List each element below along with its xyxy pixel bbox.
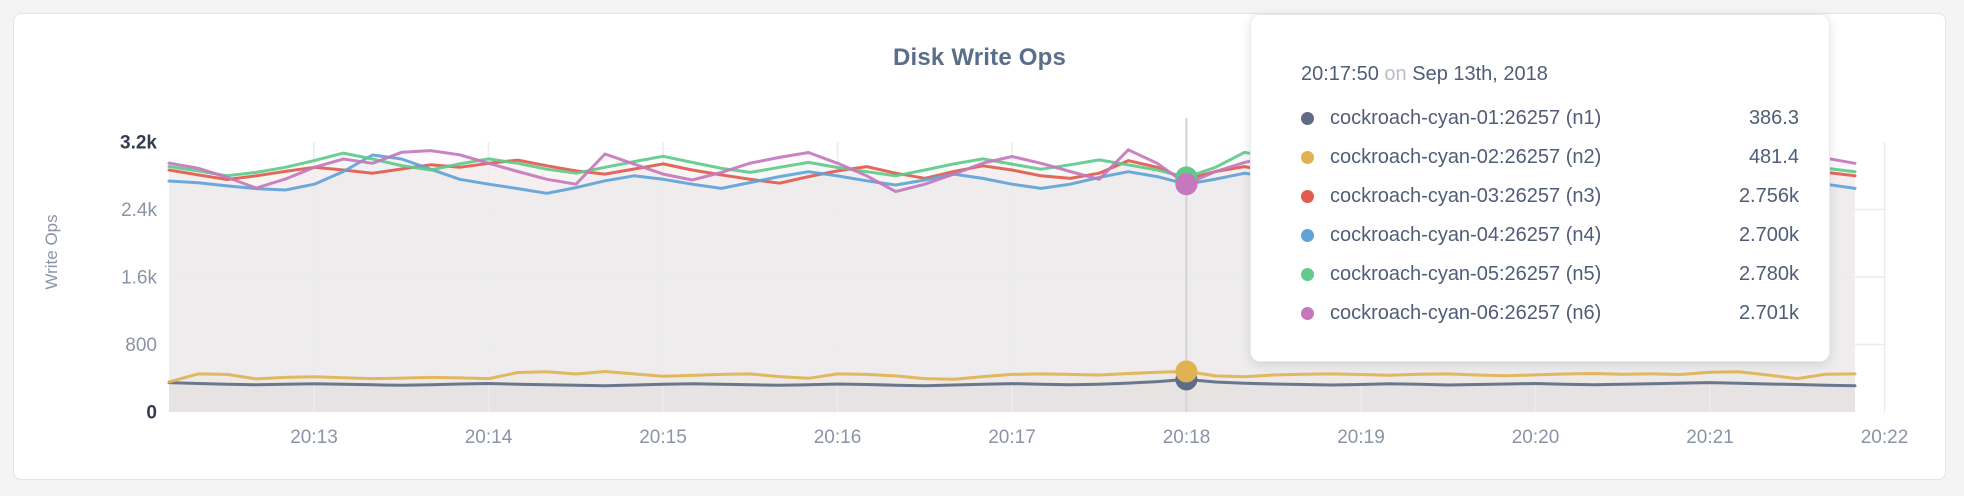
tooltip-row: cockroach-cyan-03:26257 (n3) 2.756k — [1301, 177, 1799, 216]
tooltip-series-label: cockroach-cyan-03:26257 (n3) — [1330, 185, 1602, 207]
x-axis-tick-label: 20:17 — [988, 427, 1036, 448]
series-color-dot-icon — [1301, 190, 1314, 203]
x-axis-tick-label: 20:16 — [814, 427, 862, 448]
x-axis-tick-label: 20:19 — [1337, 427, 1385, 448]
y-axis-tick-label: 1.6k — [121, 268, 157, 289]
tooltip-series-label: cockroach-cyan-05:26257 (n5) — [1330, 263, 1602, 285]
tooltip-row: cockroach-cyan-01:26257 (n1) 386.3 — [1301, 99, 1799, 138]
tooltip-series-label: cockroach-cyan-04:26257 (n4) — [1330, 224, 1602, 246]
x-axis-tick-label: 20:20 — [1512, 427, 1560, 448]
tooltip-row: cockroach-cyan-05:26257 (n5) 2.780k — [1301, 255, 1799, 294]
series-line-n1 — [167, 377, 1857, 388]
series-color-dot-icon — [1301, 268, 1314, 281]
series-color-dot-icon — [1301, 307, 1314, 320]
x-axis-tick-label: 20:13 — [290, 427, 338, 448]
tooltip-date: Sep 13th, 2018 — [1412, 63, 1548, 85]
x-axis-tick-label: 20:22 — [1861, 427, 1909, 448]
tooltip-series-value: 481.4 — [1748, 146, 1799, 168]
tooltip-series-value: 2.780k — [1738, 263, 1799, 285]
x-axis-tick-label: 20:14 — [465, 427, 513, 448]
tooltip-row: cockroach-cyan-04:26257 (n4) 2.700k — [1301, 216, 1799, 255]
tooltip-series-label: cockroach-cyan-01:26257 (n1) — [1330, 107, 1602, 129]
x-axis-tick-label: 20:18 — [1163, 427, 1211, 448]
tooltip-series-label: cockroach-cyan-02:26257 (n2) — [1330, 146, 1602, 168]
tooltip-series-value: 2.701k — [1738, 302, 1799, 324]
hover-dot-n2[interactable] — [1175, 360, 1198, 383]
hover-dot-n6[interactable] — [1175, 173, 1198, 196]
tooltip-series-list: cockroach-cyan-01:26257 (n1) 386.3 cockroa… — [1301, 99, 1799, 333]
series-color-dot-icon — [1301, 112, 1314, 125]
y-axis-tick-label: 3.2k — [120, 133, 157, 154]
y-axis-tick-label: 0 — [146, 403, 157, 424]
chart-title: Disk Write Ops — [892, 44, 1067, 71]
tooltip-series-value: 2.700k — [1738, 224, 1799, 246]
tooltip-row: cockroach-cyan-06:26257 (n6) 2.701k — [1301, 294, 1799, 333]
tooltip-timestamp: 20:17:50 on Sep 13th, 2018 — [1301, 59, 1799, 89]
tooltip-time: 20:17:50 — [1301, 63, 1379, 85]
x-axis-tick-label: 20:15 — [639, 427, 687, 448]
y-axis-tick-label: 800 — [125, 335, 157, 356]
hover-tooltip: 20:17:50 on Sep 13th, 2018 cockroach-cya… — [1250, 14, 1830, 362]
tooltip-series-value: 2.756k — [1738, 185, 1799, 207]
tooltip-row: cockroach-cyan-02:26257 (n2) 481.4 — [1301, 138, 1799, 177]
y-axis-title: Write Ops — [42, 214, 61, 289]
series-color-dot-icon — [1301, 151, 1314, 164]
tooltip-series-label: cockroach-cyan-06:26257 (n6) — [1330, 302, 1602, 324]
y-axis-tick-label: 2.4k — [121, 200, 157, 221]
tooltip-conjunction: on — [1384, 63, 1407, 85]
tooltip-series-value: 386.3 — [1748, 107, 1799, 129]
x-axis-tick-label: 20:21 — [1686, 427, 1734, 448]
series-line-n2 — [167, 369, 1857, 384]
series-color-dot-icon — [1301, 229, 1314, 242]
